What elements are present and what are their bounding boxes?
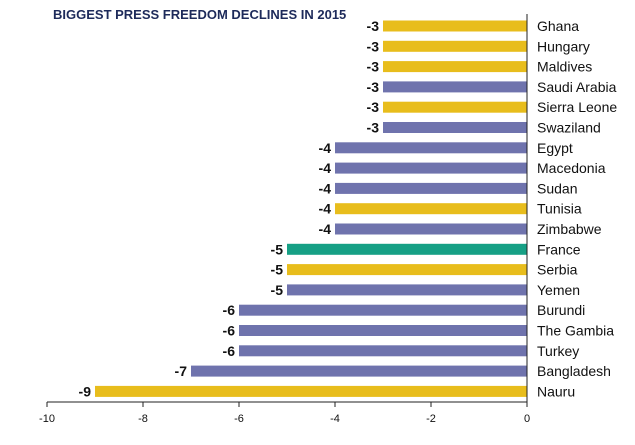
value-label-saudi-arabia: -3: [367, 79, 380, 95]
x-tick-label: -2: [426, 413, 436, 425]
category-label-sierra-leone: Sierra Leone: [537, 99, 617, 115]
chart-title: BIGGEST PRESS FREEDOM DECLINES IN 2015: [53, 7, 346, 22]
value-label-turkey: -6: [223, 343, 236, 359]
x-tick-label: 0: [524, 413, 530, 425]
category-label-macedonia: Macedonia: [537, 160, 606, 176]
value-label-egypt: -4: [319, 140, 332, 156]
x-tick-label: -10: [39, 413, 55, 425]
value-label-sierra-leone: -3: [367, 99, 380, 115]
bar-burundi: [239, 304, 527, 316]
bars: [95, 20, 527, 397]
bar-bangladesh: [191, 365, 527, 377]
value-labels: -3 -3 -3 -3 -3 -3 -4 -4 -4 -4 -4 -5 -5 -5 -6 -6 -6 -7 -9: [79, 18, 380, 399]
category-label-bangladesh: Bangladesh: [537, 363, 611, 379]
category-label-saudi-arabia: Saudi Arabia: [537, 79, 617, 95]
x-tick-label: -8: [138, 413, 148, 425]
bar-egypt: [335, 142, 527, 154]
value-label-sudan: -4: [319, 180, 332, 196]
category-label-sudan: Sudan: [537, 180, 577, 196]
x-tick-label: -4: [330, 413, 340, 425]
value-label-the-gambia: -6: [223, 323, 236, 339]
category-label-serbia: Serbia: [537, 262, 578, 278]
category-labels: Ghana Hungary Maldives Saudi Arabia Sierra L…: [537, 18, 617, 399]
value-label-bangladesh: -7: [175, 363, 188, 379]
bar-serbia: [287, 264, 527, 276]
bar-hungary: [383, 40, 527, 52]
value-label-tunisia: -4: [319, 201, 332, 217]
category-label-yemen: Yemen: [537, 282, 580, 298]
value-label-ghana: -3: [367, 18, 380, 34]
value-label-hungary: -3: [367, 38, 380, 54]
bar-yemen: [287, 284, 527, 296]
bar-macedonia: [335, 162, 527, 174]
category-label-hungary: Hungary: [537, 38, 590, 54]
value-label-zimbabwe: -4: [319, 221, 332, 237]
bar-the-gambia: [239, 325, 527, 336]
bar-swaziland: [383, 122, 527, 133]
category-label-egypt: Egypt: [537, 140, 573, 156]
value-label-burundi: -6: [223, 302, 236, 318]
category-label-burundi: Burundi: [537, 302, 585, 318]
category-label-zimbabwe: Zimbabwe: [537, 221, 602, 237]
bar-nauru: [95, 385, 527, 397]
category-label-tunisia: Tunisia: [537, 201, 582, 217]
category-label-the-gambia: The Gambia: [537, 323, 614, 339]
value-label-macedonia: -4: [319, 160, 332, 176]
bar-zimbabwe: [335, 223, 527, 235]
value-label-nauru: -9: [79, 383, 92, 399]
x-tick-label: -6: [234, 413, 244, 425]
x-axis-ticks: -10 -8 -6 -4 -2 0: [39, 402, 530, 425]
bar-sudan: [335, 182, 527, 194]
category-label-maldives: Maldives: [537, 59, 592, 75]
bar-maldives: [383, 61, 527, 73]
bar-tunisia: [335, 203, 527, 215]
value-label-maldives: -3: [367, 59, 380, 75]
value-label-france: -5: [271, 241, 284, 257]
category-label-ghana: Ghana: [537, 18, 579, 34]
category-label-swaziland: Swaziland: [537, 120, 601, 136]
bar-ghana: [383, 20, 527, 32]
value-label-serbia: -5: [271, 262, 284, 278]
category-label-nauru: Nauru: [537, 383, 575, 399]
bar-sierra-leone: [383, 101, 527, 113]
value-label-yemen: -5: [271, 282, 284, 298]
value-label-swaziland: -3: [367, 120, 380, 136]
category-label-france: France: [537, 241, 581, 257]
category-label-turkey: Turkey: [537, 343, 579, 359]
bar-turkey: [239, 345, 527, 357]
bar-saudi-arabia: [383, 81, 527, 93]
bar-france: [287, 243, 527, 255]
